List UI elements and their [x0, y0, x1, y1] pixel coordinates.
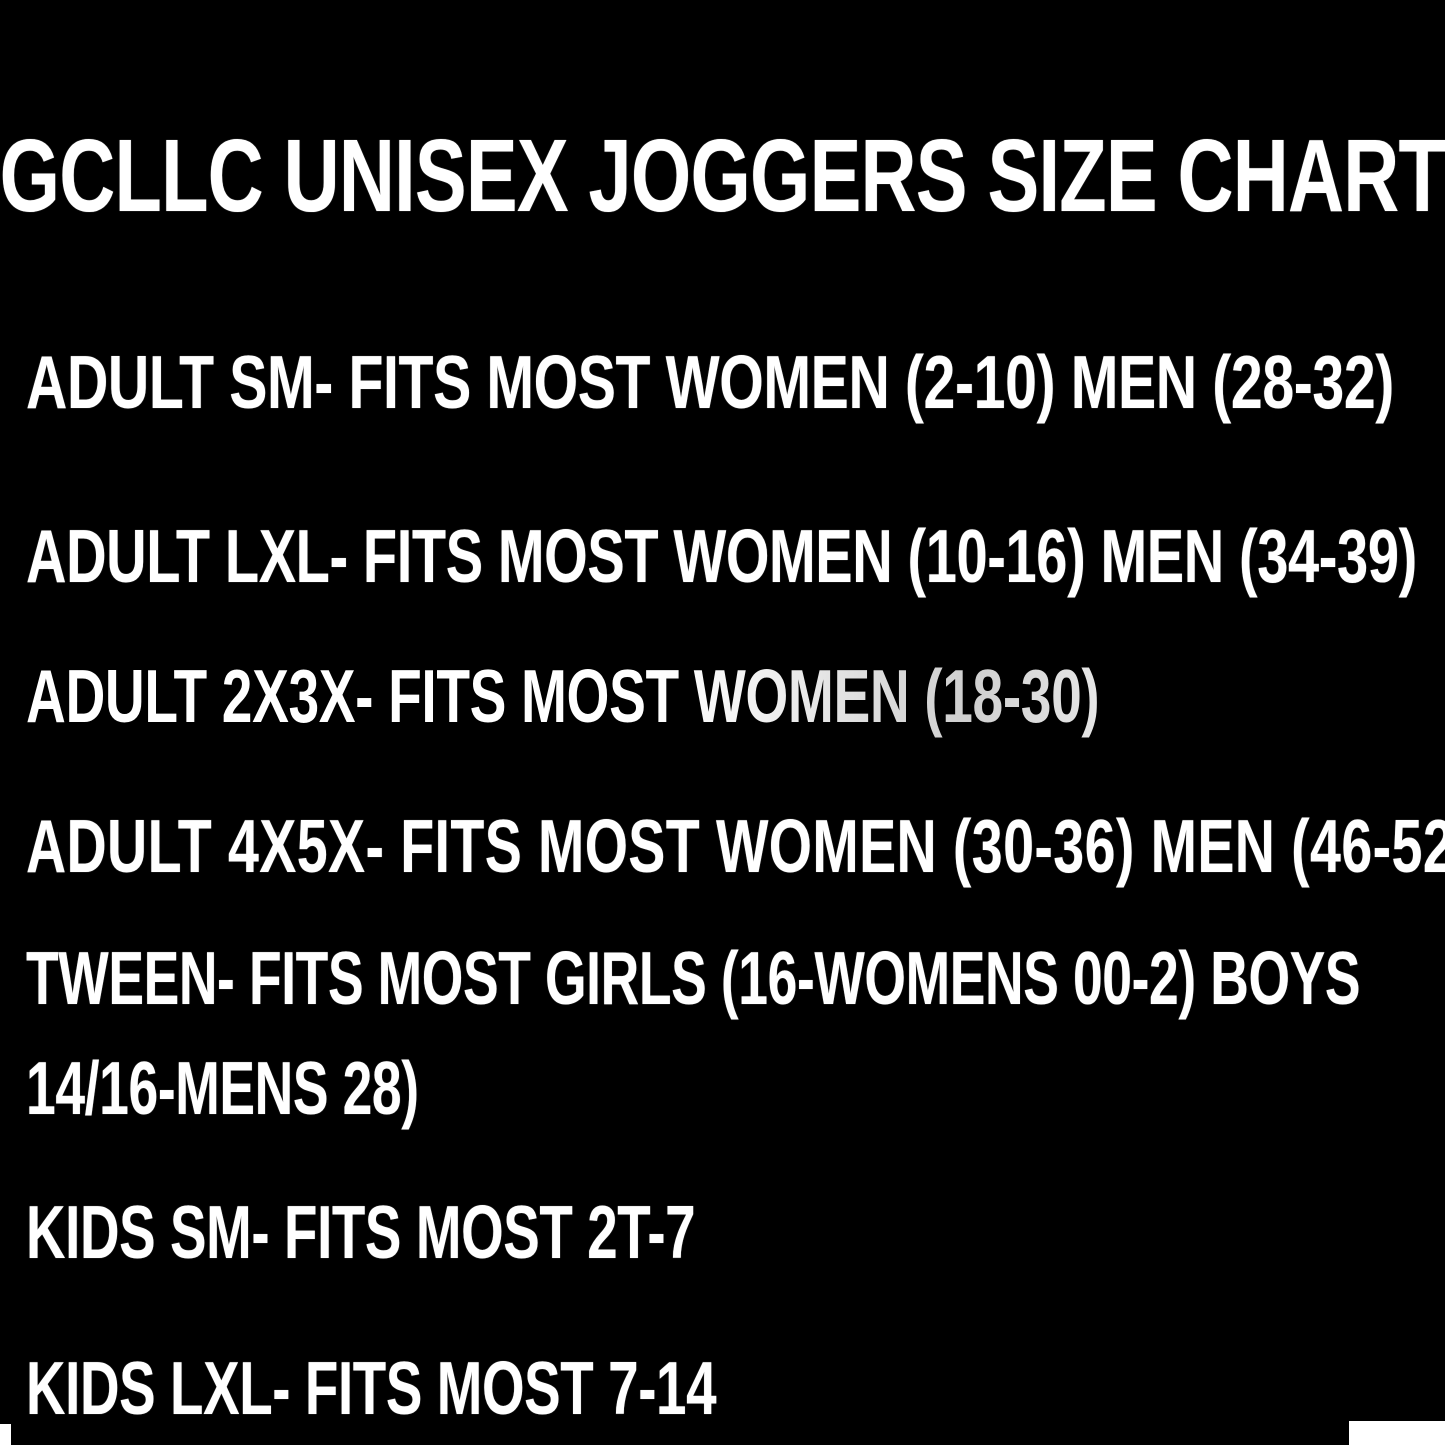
page-title-text: GCLLC UNISEX JOGGERS SIZE CHART — [0, 117, 1445, 234]
bottom-left-edge-artifact — [0, 1424, 11, 1445]
size-entry-text: ADULT 2X3X- FITS MOST WOMEN (18-30) MEN … — [26, 655, 1426, 739]
size-entry-text: TWEEN- FITS MOST GIRLS (16-WOMENS 00-2) … — [26, 937, 1361, 1021]
size-entry-adult-2x3x: ADULT 2X3X- FITS MOST WOMEN (18-30) MEN … — [26, 655, 1426, 739]
size-entry-tween: TWEEN- FITS MOST GIRLS (16-WOMENS 00-2) … — [26, 937, 1424, 1131]
size-entry-kids-lxl: KIDS LXL- FITS MOST 7-14 — [26, 1347, 1424, 1431]
size-entry-adult-sm: ADULT SM- FITS MOST WOMEN (2-10) MEN (28… — [26, 341, 1424, 425]
size-entry-text: ADULT LXL- FITS MOST WOMEN (10-16) MEN (… — [26, 515, 1417, 599]
size-entry-text: KIDS SM- FITS MOST 2T-7 — [26, 1191, 696, 1275]
size-entry-text: ADULT SM- FITS MOST WOMEN (2-10) MEN (28… — [26, 341, 1394, 425]
bottom-right-edge-artifact — [1349, 1421, 1445, 1445]
size-entry-text: ADULT 4X5X- FITS MOST WOMEN (30-36) MEN … — [26, 805, 1445, 889]
size-entry-kids-sm: KIDS SM- FITS MOST 2T-7 — [26, 1191, 1424, 1275]
size-entry-adult-lxl: ADULT LXL- FITS MOST WOMEN (10-16) MEN (… — [26, 515, 1424, 599]
size-entry-adult-4x5x: ADULT 4X5X- FITS MOST WOMEN (30-36) MEN … — [26, 805, 1445, 889]
size-entry-text-continued: 14/16-MENS 28) — [26, 1047, 419, 1131]
size-entry-text: KIDS LXL- FITS MOST 7-14 — [26, 1347, 717, 1431]
page-title: GCLLC UNISEX JOGGERS SIZE CHART — [0, 118, 1445, 233]
